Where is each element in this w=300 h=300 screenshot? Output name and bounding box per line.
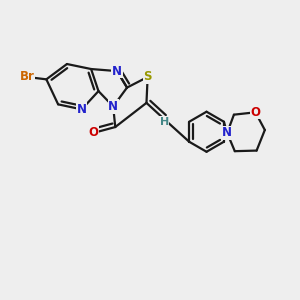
Text: H: H [160, 117, 169, 127]
Text: N: N [77, 103, 87, 116]
Text: O: O [250, 106, 260, 119]
Text: Br: Br [20, 70, 34, 83]
Text: O: O [88, 126, 98, 140]
Text: S: S [143, 70, 152, 83]
Text: N: N [108, 100, 118, 113]
Text: N: N [112, 64, 122, 78]
Text: N: N [222, 126, 232, 140]
